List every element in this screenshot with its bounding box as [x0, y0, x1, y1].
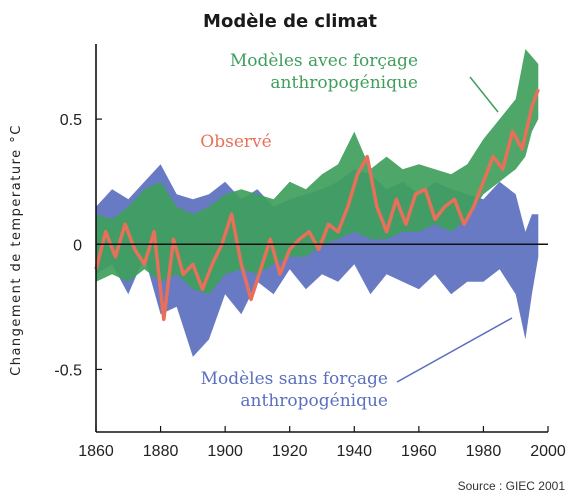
- band-avec-forcage: [96, 49, 539, 295]
- x-tick-label: 1860: [78, 443, 114, 460]
- x-tick-label: 2000: [530, 443, 566, 460]
- x-tick-label: 1980: [466, 443, 502, 460]
- y-tick-label: 0.5: [60, 112, 82, 129]
- annotation-leader-sans: [396, 317, 513, 383]
- y-tick-label: -0.5: [54, 362, 82, 379]
- annotation-observe: Observé: [200, 132, 271, 152]
- x-tick-label: 1880: [143, 443, 179, 460]
- x-tick-label: 1940: [336, 443, 372, 460]
- chart-title: Modèle de climat: [203, 11, 377, 32]
- observed-line: [94, 88, 540, 322]
- y-tick-label: 0: [73, 237, 82, 254]
- annotation-sans: anthropogénique: [240, 391, 388, 411]
- x-tick-label: 1920: [272, 443, 308, 460]
- annotation-leader-avec: [469, 76, 499, 113]
- source-note: Source : GIEC 2001: [458, 479, 566, 493]
- x-tick-label: 1900: [207, 443, 243, 460]
- annotation-avec: Modèles avec forçage: [230, 51, 418, 71]
- y-axis-label: Changement de temperature °C: [9, 124, 24, 376]
- x-tick-label: 1960: [401, 443, 437, 460]
- plot-area: 1860 1880 1900 1920 1940 1960 1980 2000 0.5 0 -0.5…: [54, 44, 566, 460]
- annotation-sans: Modèles sans forçage: [201, 369, 388, 389]
- annotation-avec: anthropogénique: [270, 73, 418, 93]
